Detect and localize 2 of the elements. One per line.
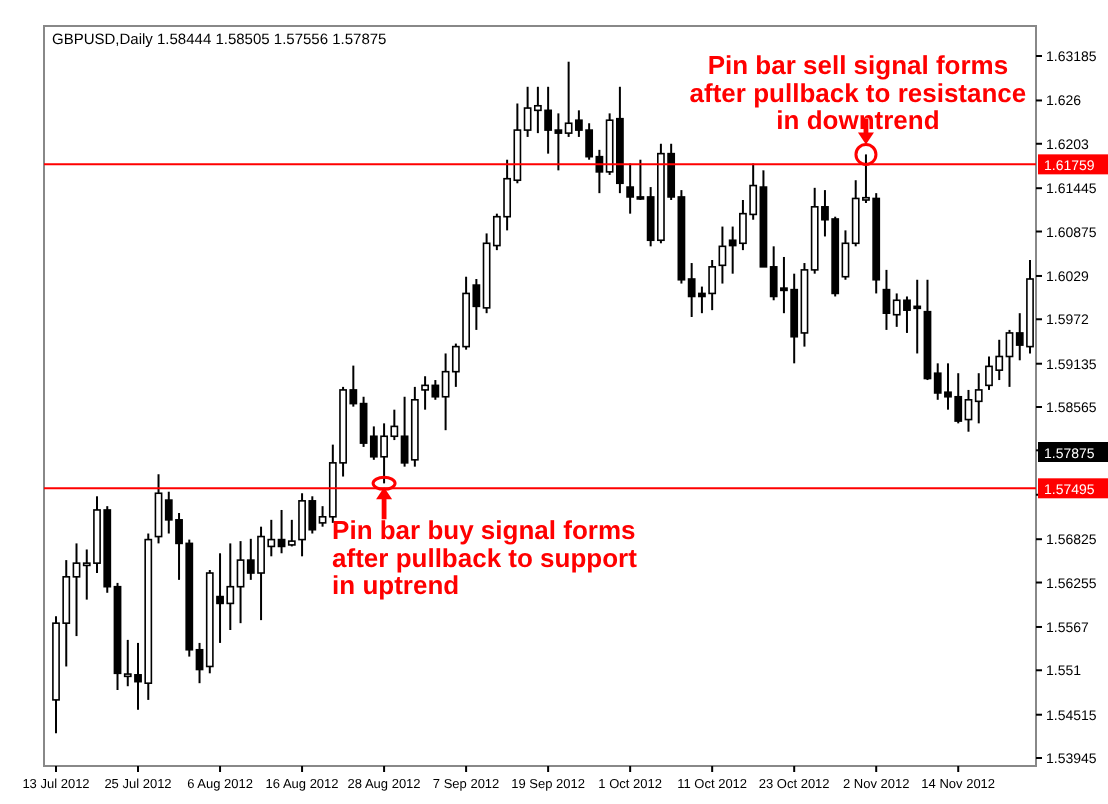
annotation: Pin bar sell signal forms after pullback to resistance in downtrend <box>689 50 1027 135</box>
annotation: Pin bar buy signal forms after pullback to support in uptrend <box>332 515 639 600</box>
